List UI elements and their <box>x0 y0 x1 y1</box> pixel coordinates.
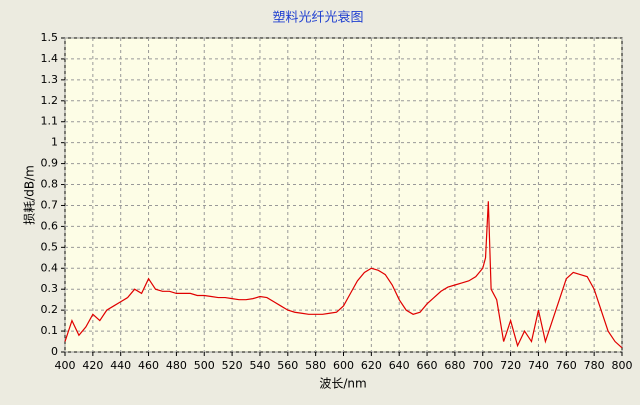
x-tick-label: 500 <box>194 359 215 372</box>
x-axis-label: 波长/nm <box>319 377 366 391</box>
y-tick-label: 0.2 <box>41 303 59 316</box>
y-tick-label: 0.4 <box>41 261 59 274</box>
x-tick-label: 580 <box>305 359 326 372</box>
x-tick-label: 420 <box>82 359 103 372</box>
y-tick-label: 1.4 <box>41 52 59 65</box>
y-tick-label: 0.8 <box>41 178 59 191</box>
x-tick-label: 620 <box>361 359 382 372</box>
x-tick-label: 680 <box>444 359 465 372</box>
y-tick-label: 1.3 <box>41 73 59 86</box>
x-tick-label: 460 <box>138 359 159 372</box>
y-tick-label: 0.1 <box>41 324 59 337</box>
chart-title: 塑料光纤光衰图 <box>272 10 363 26</box>
x-tick-label: 480 <box>166 359 187 372</box>
x-tick-label: 540 <box>249 359 270 372</box>
x-tick-label: 440 <box>110 359 131 372</box>
y-tick-label: 0.7 <box>41 198 59 211</box>
x-tick-label: 760 <box>556 359 577 372</box>
x-tick-label: 700 <box>472 359 493 372</box>
x-tick-label: 640 <box>389 359 410 372</box>
y-tick-label: 1.5 <box>41 31 59 44</box>
y-tick-label: 0.5 <box>41 240 59 253</box>
x-tick-label: 520 <box>222 359 243 372</box>
x-tick-label: 800 <box>612 359 633 372</box>
y-axis-label: 损耗/dB/m <box>23 165 37 225</box>
y-tick-label: 0.9 <box>41 157 59 170</box>
data-line <box>64 201 623 349</box>
y-tick-label: 1 <box>51 136 58 149</box>
y-tick-label: 1.2 <box>41 94 59 107</box>
x-tick-label: 660 <box>417 359 438 372</box>
y-tick-label: 0.6 <box>41 219 59 232</box>
x-tick-label: 720 <box>500 359 521 372</box>
y-tick-label: 0.3 <box>41 282 59 295</box>
x-tick-label: 400 <box>55 359 76 372</box>
y-tick-label: 1.1 <box>41 115 59 128</box>
x-tick-label: 740 <box>528 359 549 372</box>
x-tick-label: 560 <box>277 359 298 372</box>
x-tick-label: 600 <box>333 359 354 372</box>
x-tick-label: 780 <box>584 359 605 372</box>
y-tick-label: 0 <box>51 345 58 358</box>
